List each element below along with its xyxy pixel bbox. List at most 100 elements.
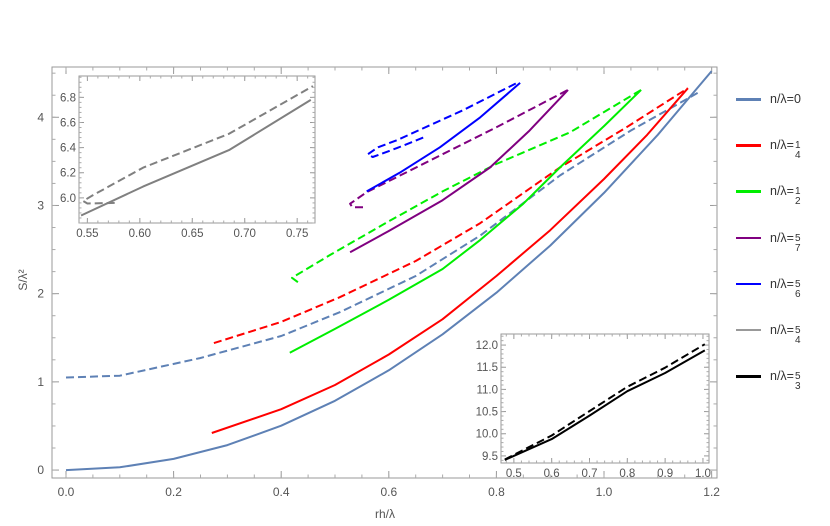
inset-black-dashed-curve <box>504 343 706 461</box>
inset-grey-dashed-curve <box>82 85 314 205</box>
legend-label: n/λ= 5 7 <box>770 225 801 254</box>
x-tick-label: 0.55 <box>76 228 98 240</box>
legend-label: n/λ= 5 3 <box>770 363 801 392</box>
inset-black-solid-curve <box>504 349 706 461</box>
fraction-numerator: 5 <box>794 324 801 336</box>
legend-swatch <box>736 282 761 286</box>
solid-curve-n-1-2 <box>289 89 642 354</box>
y-tick-label: 6.2 <box>60 168 76 180</box>
dashed-curve-n-5-7 <box>349 89 569 209</box>
legend-item: n/λ= 5 7 <box>736 225 830 271</box>
dashed-curve-n-0 <box>65 91 699 379</box>
x-tick-label: 0.4 <box>273 485 290 499</box>
main-curves <box>65 70 713 472</box>
legend-prefix: n/λ= <box>770 322 794 337</box>
x-tick-label: 0.60 <box>129 228 151 240</box>
y-tick-label: 10.5 <box>476 407 498 419</box>
fraction-numerator: 5 <box>794 371 801 383</box>
legend-item: n/λ= 5 6 <box>736 271 830 317</box>
fraction-denominator: 7 <box>794 242 801 254</box>
legend-label: n/λ= 1 2 <box>770 178 801 207</box>
legend-item: n/λ= 0 <box>736 86 830 132</box>
y-tick-label: 0 <box>37 463 44 477</box>
legend-swatch <box>736 98 761 101</box>
y-tick-label: 1 <box>37 375 44 389</box>
legend-item: n/λ= 5 3 <box>736 363 830 409</box>
legend-value: 0 <box>793 92 801 106</box>
inset-black: 0.5 0.6 0.7 0.8 0.9 1.0 9.5 10.0 10.5 11.0 11.5 12.… <box>476 333 711 480</box>
inset-grey: 0.55 0.60 0.65 0.70 0.75 6.0 6.2 6.4 6.6 6.8 <box>60 75 316 240</box>
y-tick-label: 9.5 <box>482 451 498 463</box>
legend-prefix: n/λ= <box>770 230 794 245</box>
legend-label: n/λ= 5 6 <box>770 271 801 300</box>
x-tick-label: 1.2 <box>703 485 720 499</box>
x-tick-label: 0.70 <box>234 228 256 240</box>
legend-label: n/λ= 5 4 <box>770 317 801 346</box>
legend-swatch <box>736 190 761 193</box>
legend-swatch <box>736 236 761 240</box>
y-tick-label: 2 <box>37 287 44 301</box>
x-tick-label: 0.0 <box>58 485 75 499</box>
fraction-numerator: 1 <box>794 186 801 198</box>
inset-background <box>501 334 709 463</box>
x-tick-label: 0.2 <box>165 485 182 499</box>
fraction-denominator: 4 <box>794 334 801 346</box>
legend-prefix: n/λ= <box>770 138 794 153</box>
dashed-curve-n-1-4 <box>213 87 689 345</box>
y-tick-label: 11.0 <box>476 384 498 396</box>
x-tick-label: 0.6 <box>380 485 397 499</box>
x-axis-label: rh/λ <box>375 507 395 521</box>
legend-label: n/λ= 0 <box>770 86 801 112</box>
y-tick-label: 4 <box>37 110 44 124</box>
solid-curve-n-0 <box>65 70 713 472</box>
legend-swatch <box>736 144 761 147</box>
fraction-denominator: 6 <box>794 288 801 300</box>
x-tick-label: 0.65 <box>181 228 203 240</box>
fraction-numerator: 5 <box>794 232 801 244</box>
x-tick-label: 0.8 <box>488 485 505 499</box>
plot-frame <box>51 66 718 479</box>
main-plot-frame: 0.0 0.2 0.4 0.6 0.8 1.0 1.2 0 1 2 3 4 <box>37 66 720 499</box>
fraction-denominator: 4 <box>794 150 801 162</box>
inset-grey-solid-curve <box>80 99 312 217</box>
solid-curve-n-5-6 <box>366 82 521 193</box>
dashed-curve-n-1-2 <box>291 89 642 284</box>
x-tick-label: 0.75 <box>286 228 308 240</box>
y-tick-label: 3 <box>37 198 44 212</box>
x-tick-label: 0.9 <box>657 468 673 480</box>
legend-swatch <box>736 328 761 332</box>
legend-prefix: n/λ= <box>770 184 794 199</box>
legend-prefix: n/λ= <box>770 369 794 384</box>
fraction-numerator: 1 <box>794 140 801 152</box>
legend-swatch <box>736 375 761 378</box>
legend-label: n/λ= 1 4 <box>770 132 801 162</box>
x-tick-label: 0.7 <box>581 468 597 480</box>
y-tick-label: 6.8 <box>60 92 76 104</box>
legend-item: n/λ= 1 2 <box>736 178 830 224</box>
fraction-numerator: 5 <box>794 278 801 290</box>
y-tick-label: 6.4 <box>60 143 77 155</box>
y-tick-label: 6.6 <box>60 117 76 129</box>
plot-frame <box>78 75 316 224</box>
y-axis-label: S/λ² <box>16 269 30 290</box>
fraction-denominator: 2 <box>794 196 801 208</box>
y-tick-label: 11.5 <box>476 362 498 374</box>
y-tick-label: 6.0 <box>60 193 76 205</box>
x-tick-label: 0.8 <box>619 468 635 480</box>
dashed-curve-n-5-6 <box>366 82 518 158</box>
legend-prefix: n/λ= <box>770 276 794 291</box>
legend-item: n/λ= 1 4 <box>736 132 830 178</box>
y-tick-label: 10.0 <box>476 429 498 441</box>
x-tick-label: 1.0 <box>596 485 613 499</box>
legend-prefix: n/λ= <box>770 92 794 106</box>
x-tick-label: 1.0 <box>695 468 711 480</box>
solid-curve-n-5-7 <box>349 89 569 254</box>
legend-item: n/λ= 5 4 <box>736 317 830 363</box>
y-tick-label: 12.0 <box>476 340 498 352</box>
